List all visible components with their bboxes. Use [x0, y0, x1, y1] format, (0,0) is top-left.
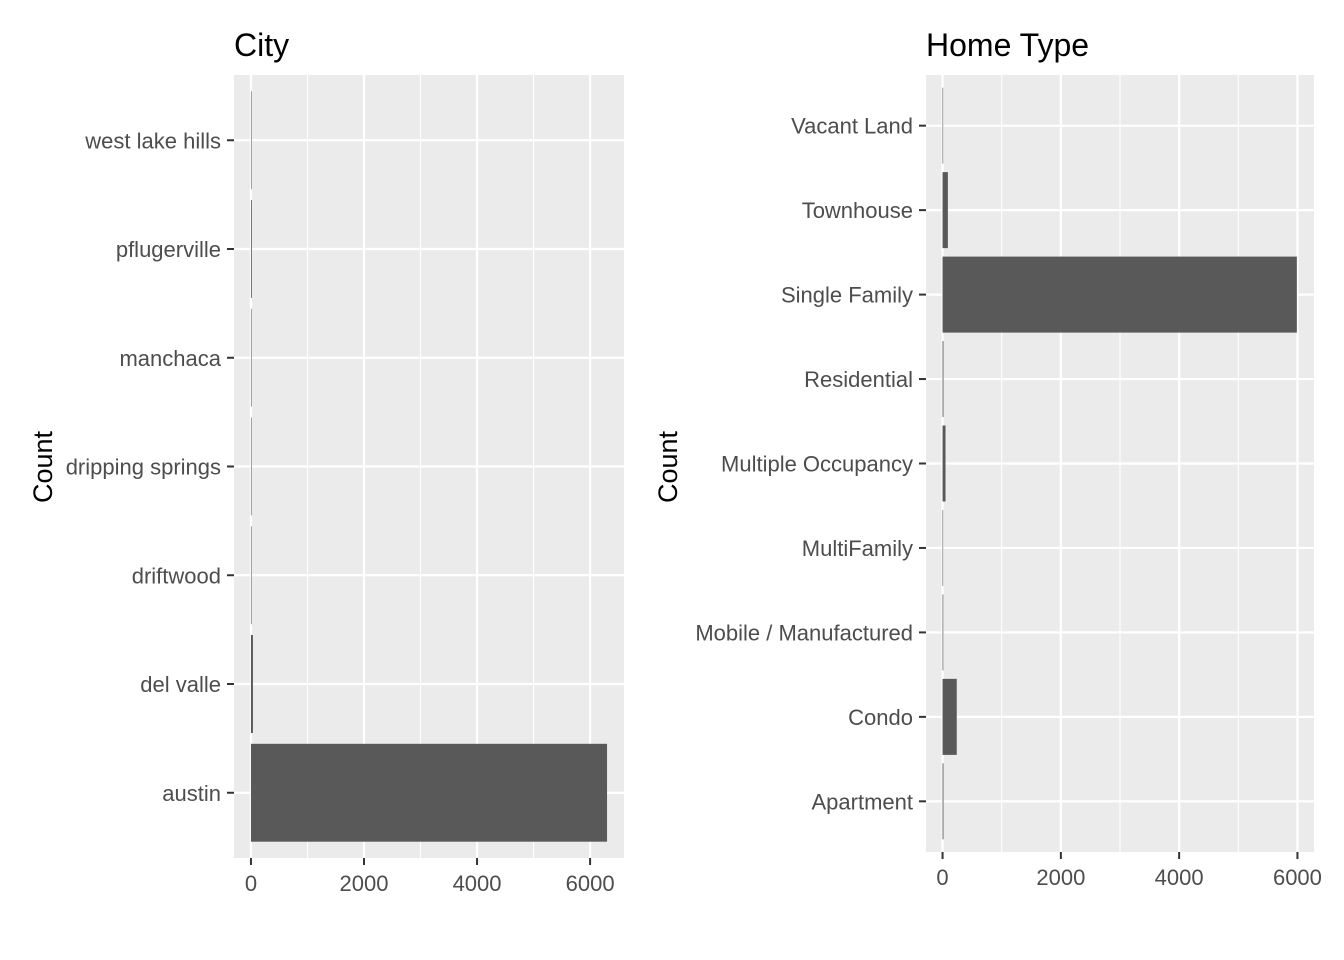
city-bar-dripping-springs — [250, 417, 252, 516]
home-type-bar-vacant-land — [942, 87, 944, 164]
city-x-tick-label: 2000 — [340, 871, 389, 896]
home-type-y-tick-label: Townhouse — [802, 198, 913, 223]
city-x-tick-label: 4000 — [453, 871, 502, 896]
home-type-y-tick-label: Single Family — [781, 283, 913, 308]
home-type-bar-condo — [942, 678, 957, 755]
home-type-x-tick-label: 2000 — [1036, 865, 1085, 890]
home-type-y-tick-label: Vacant Land — [791, 114, 913, 139]
city-y-axis-title: Count — [28, 430, 58, 503]
city-y-tick-label: del valle — [140, 672, 221, 697]
home-type-y-tick-label: MultiFamily — [802, 536, 913, 561]
home-type-y-tick-label: Condo — [848, 705, 913, 730]
home-type-y-tick-label: Mobile / Manufactured — [695, 620, 913, 645]
home-type-bar-townhouse — [942, 172, 948, 249]
home-type-chart-title: Home Type — [926, 27, 1089, 63]
home-type-bar-single-family — [942, 256, 1297, 333]
city-chart-title: City — [234, 27, 289, 63]
home-type-x-tick-label: 4000 — [1155, 865, 1204, 890]
home-type-bar-multifamily — [942, 509, 944, 586]
home-type-panel: Home Type Count Apartment Condo Mobile / M… — [653, 27, 1322, 890]
city-panel: City Count austin del valle driftwood dripp… — [28, 27, 624, 896]
city-x-tick-label: 0 — [245, 871, 257, 896]
city-bar-del-valle — [250, 635, 253, 733]
home-type-bar-mobile-manufactured — [942, 594, 944, 671]
city-y-tick-label: driftwood — [132, 563, 221, 588]
city-y-tick-label: pflugerville — [116, 237, 221, 262]
city-y-tick-label: west lake hills — [84, 128, 221, 153]
city-bar-driftwood — [250, 526, 252, 625]
home-type-y-axis-title: Count — [653, 430, 683, 503]
home-type-y-tick-label: Residential — [804, 367, 913, 392]
city-bar-pflugerville — [250, 200, 252, 298]
home-type-x-tick-label: 0 — [936, 865, 948, 890]
home-type-bar-residential — [942, 341, 944, 418]
home-type-bar-apartment — [942, 763, 944, 840]
city-bar-west-lake-hills — [250, 91, 252, 190]
city-bar-austin — [250, 743, 608, 842]
home-type-y-tick-label: Apartment — [812, 789, 914, 814]
city-y-tick-label: manchaca — [119, 346, 221, 371]
home-type-bar-multiple-occupancy — [942, 425, 946, 502]
home-type-y-tick-label: Multiple Occupancy — [721, 452, 913, 477]
home-type-x-tick-label: 6000 — [1273, 865, 1322, 890]
city-y-tick-label: austin — [162, 781, 221, 806]
city-bar-manchaca — [250, 308, 252, 407]
city-y-tick-label: dripping springs — [66, 455, 221, 480]
city-x-tick-label: 6000 — [566, 871, 615, 896]
